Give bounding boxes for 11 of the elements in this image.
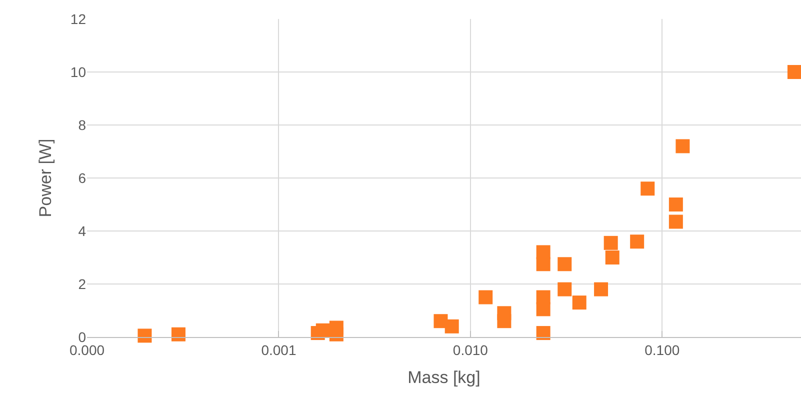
x-tick-label: 0.001 (261, 342, 296, 358)
y-tick-label: 6 (78, 170, 86, 186)
y-tick-label: 8 (78, 116, 86, 133)
y-tick-label: 10 (70, 64, 86, 80)
y-axis-title: Power [W] (36, 138, 55, 218)
y-tick-label: 4 (78, 222, 86, 239)
y-tick-label: 2 (78, 276, 86, 292)
x-tick-label: 0.010 (452, 342, 488, 358)
x-axis-title: Mass [kg] (408, 368, 480, 388)
x-tick-label: 0.100 (644, 342, 680, 358)
y-tick-label: 12 (70, 10, 86, 27)
